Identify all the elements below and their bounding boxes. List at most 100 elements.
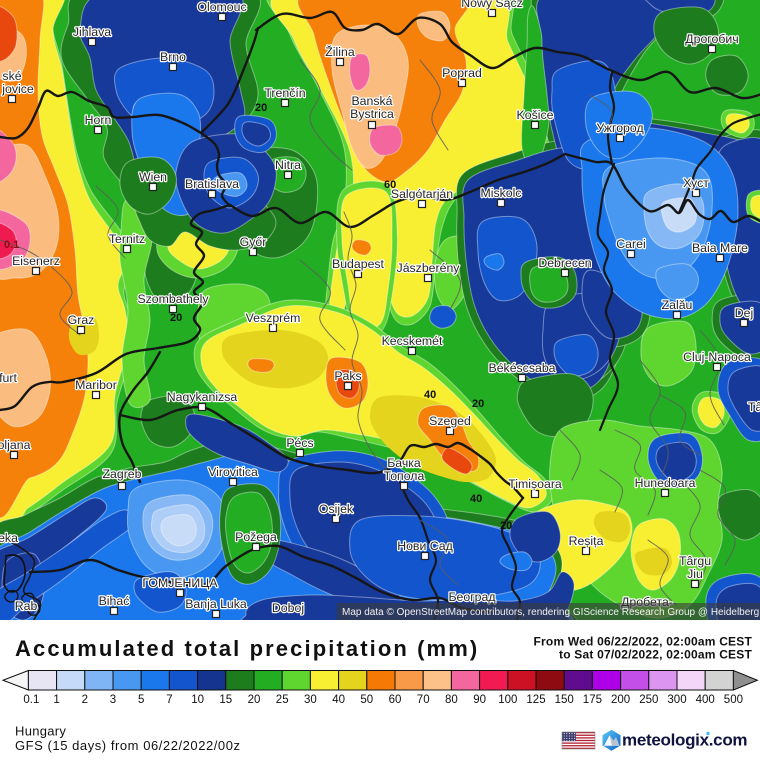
svg-text:20: 20 — [255, 102, 267, 114]
svg-text:200: 200 — [611, 694, 630, 706]
svg-text:Hungary: Hungary — [15, 724, 66, 739]
svg-text:Miskolc: Miskolc — [481, 186, 522, 200]
svg-text:Budapest: Budapest — [332, 257, 385, 271]
svg-text:20: 20 — [248, 694, 261, 706]
svg-text:2: 2 — [82, 694, 88, 706]
svg-text:eka: eka — [0, 531, 18, 545]
svg-text:Bystrica: Bystrica — [350, 107, 394, 121]
svg-text:Debrecen: Debrecen — [538, 256, 591, 270]
svg-text:7: 7 — [166, 694, 172, 706]
svg-text:Požega: Požega — [235, 530, 277, 544]
svg-text:Нови Сад: Нови Сад — [397, 539, 453, 553]
svg-text:0.1: 0.1 — [4, 239, 19, 251]
svg-text:Doboj: Doboj — [272, 601, 304, 615]
svg-text:5: 5 — [138, 694, 144, 706]
svg-text:Wien: Wien — [139, 170, 167, 184]
svg-text:Nowy Sącz: Nowy Sącz — [461, 0, 523, 10]
svg-text:Salgótarján: Salgótarján — [391, 187, 453, 201]
svg-text:Banja Luka: Banja Luka — [185, 597, 247, 611]
svg-text:Хуст: Хуст — [683, 176, 709, 190]
svg-text:Baia Mare: Baia Mare — [692, 241, 748, 255]
svg-text:Nagykanizsa: Nagykanizsa — [167, 390, 238, 404]
svg-text:40: 40 — [332, 694, 345, 706]
svg-text:80: 80 — [445, 694, 458, 706]
svg-text:20: 20 — [170, 312, 182, 324]
svg-text:500: 500 — [724, 694, 743, 706]
svg-text:Ternitz: Ternitz — [109, 232, 145, 246]
svg-text:Ужгород: Ужгород — [596, 121, 643, 135]
svg-text:Rab: Rab — [15, 599, 38, 613]
svg-text:ské: ské — [2, 69, 21, 83]
svg-text:150: 150 — [555, 694, 574, 706]
svg-text:40: 40 — [470, 493, 482, 505]
svg-text:Cluj-Napoca: Cluj-Napoca — [683, 350, 751, 364]
svg-text:Szeged: Szeged — [429, 414, 471, 428]
svg-text:Brno: Brno — [160, 50, 186, 64]
svg-text:60: 60 — [389, 694, 402, 706]
svg-text:Horn: Horn — [85, 113, 112, 127]
svg-text:Győr: Győr — [240, 235, 267, 249]
svg-text:jovice: jovice — [1, 82, 34, 96]
svg-text:Žilina: Žilina — [325, 44, 355, 59]
svg-text:Kecskemét: Kecskemét — [382, 334, 443, 348]
svg-text:Poprad: Poprad — [442, 66, 482, 80]
svg-text:90: 90 — [473, 694, 486, 706]
svg-text:Trenčín: Trenčín — [264, 86, 305, 100]
svg-text:Virovitica: Virovitica — [208, 465, 258, 479]
svg-text:15: 15 — [219, 694, 232, 706]
svg-text:175: 175 — [583, 694, 602, 706]
svg-text:20: 20 — [500, 520, 512, 532]
svg-text:Eisenerz: Eisenerz — [12, 254, 60, 268]
svg-text:Топола: Топола — [384, 469, 425, 483]
svg-text:Olomouc: Olomouc — [197, 0, 246, 14]
svg-text:Bihać: Bihać — [99, 594, 130, 608]
svg-text:From Wed 06/22/2022, 02:00am C: From Wed 06/22/2022, 02:00am CEST — [534, 635, 753, 649]
svg-text:25: 25 — [276, 694, 289, 706]
svg-text:meteologix.com: meteologix.com — [622, 731, 747, 750]
svg-text:Tâ: Tâ — [748, 400, 760, 414]
svg-text:40: 40 — [424, 389, 436, 401]
svg-text:3: 3 — [110, 694, 116, 706]
svg-text:250: 250 — [639, 694, 658, 706]
svg-text:30: 30 — [304, 694, 317, 706]
svg-text:Szombathely: Szombathely — [137, 292, 209, 306]
svg-text:Târgu: Târgu — [679, 554, 711, 568]
svg-text:125: 125 — [526, 694, 545, 706]
svg-text:Bratislava: Bratislava — [185, 177, 239, 191]
svg-text:Дрогобич: Дрогобич — [685, 32, 738, 46]
svg-text:Banská: Banská — [351, 94, 392, 108]
svg-text:GFS (15 days) from 06/22/2022: GFS (15 days) from 06/22/2022/00z — [15, 738, 241, 753]
svg-text:Graz: Graz — [68, 313, 95, 327]
svg-text:Nitra: Nitra — [275, 158, 301, 172]
svg-text:1: 1 — [53, 694, 59, 706]
svg-text:100: 100 — [498, 694, 517, 706]
svg-text:20: 20 — [472, 398, 484, 410]
svg-text:0.1: 0.1 — [23, 694, 39, 706]
svg-text:Бачка: Бачка — [387, 456, 421, 470]
svg-text:furt: furt — [0, 371, 17, 385]
svg-text:300: 300 — [667, 694, 686, 706]
svg-text:Osijek: Osijek — [319, 502, 354, 516]
svg-text:Veszprém: Veszprém — [246, 311, 301, 325]
svg-text:Zalău: Zalău — [662, 298, 693, 312]
svg-text:Jiu: Jiu — [687, 567, 703, 581]
svg-text:Békéscsaba: Békéscsaba — [489, 361, 556, 375]
svg-text:50: 50 — [360, 694, 373, 706]
svg-text:Reșița: Reșița — [569, 534, 604, 548]
svg-text:Hunedoara: Hunedoara — [635, 476, 696, 490]
svg-text:ГОМЈЕНИЦА: ГОМЈЕНИЦА — [142, 576, 218, 590]
svg-text:Maribor: Maribor — [75, 378, 117, 392]
svg-text:Košice: Košice — [517, 108, 554, 122]
svg-text:Accumulated total precipitatio: Accumulated total precipitation (mm) — [15, 636, 479, 661]
svg-text:Pécs: Pécs — [286, 436, 313, 450]
svg-text:60: 60 — [384, 179, 396, 191]
svg-text:400: 400 — [696, 694, 715, 706]
svg-text:oljana: oljana — [0, 438, 31, 452]
svg-text:Dej: Dej — [735, 306, 753, 320]
svg-text:Map data © OpenStreetMap contr: Map data © OpenStreetMap contributors, r… — [342, 607, 760, 618]
svg-text:Paks: Paks — [334, 369, 361, 383]
svg-text:to Sat 07/02/2022, 02:00am CES: to Sat 07/02/2022, 02:00am CEST — [559, 648, 752, 662]
svg-text:70: 70 — [417, 694, 430, 706]
svg-text:Carei: Carei — [616, 237, 645, 251]
svg-text:Timișoara: Timișoara — [508, 477, 562, 491]
